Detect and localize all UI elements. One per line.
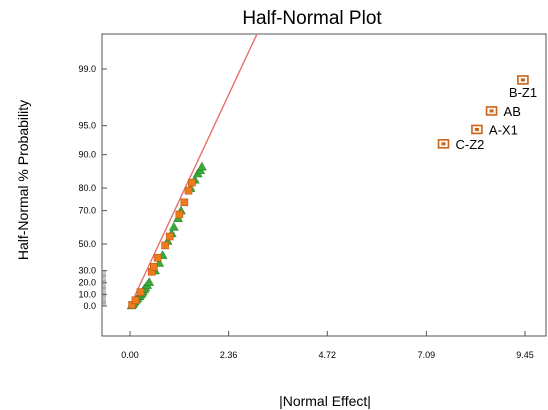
x-tick-label: 9.45: [516, 350, 534, 360]
chart-title: Half-Normal Plot: [242, 8, 382, 29]
y-tick-label: 70.0: [78, 206, 96, 216]
y-tick-label: 10.0: [78, 289, 96, 299]
significant-effect-label: C-Z2: [455, 137, 484, 152]
error-point: [196, 161, 207, 171]
factor-point: [180, 198, 189, 207]
x-tick-label: 0.00: [121, 350, 139, 360]
fit-line: [129, 34, 258, 307]
significant-effect-label: A-X1: [489, 122, 518, 137]
points-layer: [126, 75, 529, 310]
y-tick-label: 80.0: [78, 183, 96, 193]
labels-layer: B-Z1 AB A-X1 C-Z2: [455, 85, 537, 152]
error-point: [168, 221, 179, 231]
significant-effect-label: AB: [504, 104, 521, 119]
factor-point: [175, 210, 184, 219]
significant-effect-point-core: [489, 109, 494, 113]
significant-effect-point-core: [520, 78, 525, 82]
y-axis-title: Half-Normal % Probability: [15, 100, 31, 260]
significant-effect-point-core: [441, 142, 446, 146]
y-tick-label: 30.0: [78, 266, 96, 276]
x-axis: 0.00 2.36 4.72 7.09 9.45: [121, 331, 534, 360]
error-point: [144, 277, 155, 286]
factor-point: [136, 288, 145, 296]
factor-point: [150, 262, 158, 271]
factor-point: [153, 253, 162, 262]
plot-frame: [101, 33, 547, 337]
significant-effect-label: B-Z1: [509, 85, 537, 100]
factor-point: [165, 232, 174, 241]
fit-line-layer: [129, 34, 258, 307]
y-axis: 0.0 10.020.0 30.0 50.0 70.0 80.0 90.0 95.0 99.0: [78, 64, 107, 311]
x-tick-label: 2.36: [220, 350, 238, 360]
y-tick-label: 20.0: [78, 278, 96, 288]
x-axis-title: |Normal Effect|: [279, 393, 371, 409]
x-tick-label: 7.09: [418, 350, 436, 360]
significant-effect-point-core: [474, 127, 479, 131]
y-tick-label: 50.0: [78, 239, 96, 249]
y-tick-label: 90.0: [78, 150, 96, 160]
y-tick-label: 99.0: [78, 64, 96, 74]
factor-point: [131, 296, 140, 305]
x-tick-label: 4.72: [319, 350, 337, 360]
factor-point: [161, 241, 169, 250]
factor-point: [188, 178, 196, 187]
y-tick-label: 0.0: [83, 301, 96, 311]
factor-point: [184, 186, 193, 195]
y-tick-label: 95.0: [78, 121, 96, 131]
